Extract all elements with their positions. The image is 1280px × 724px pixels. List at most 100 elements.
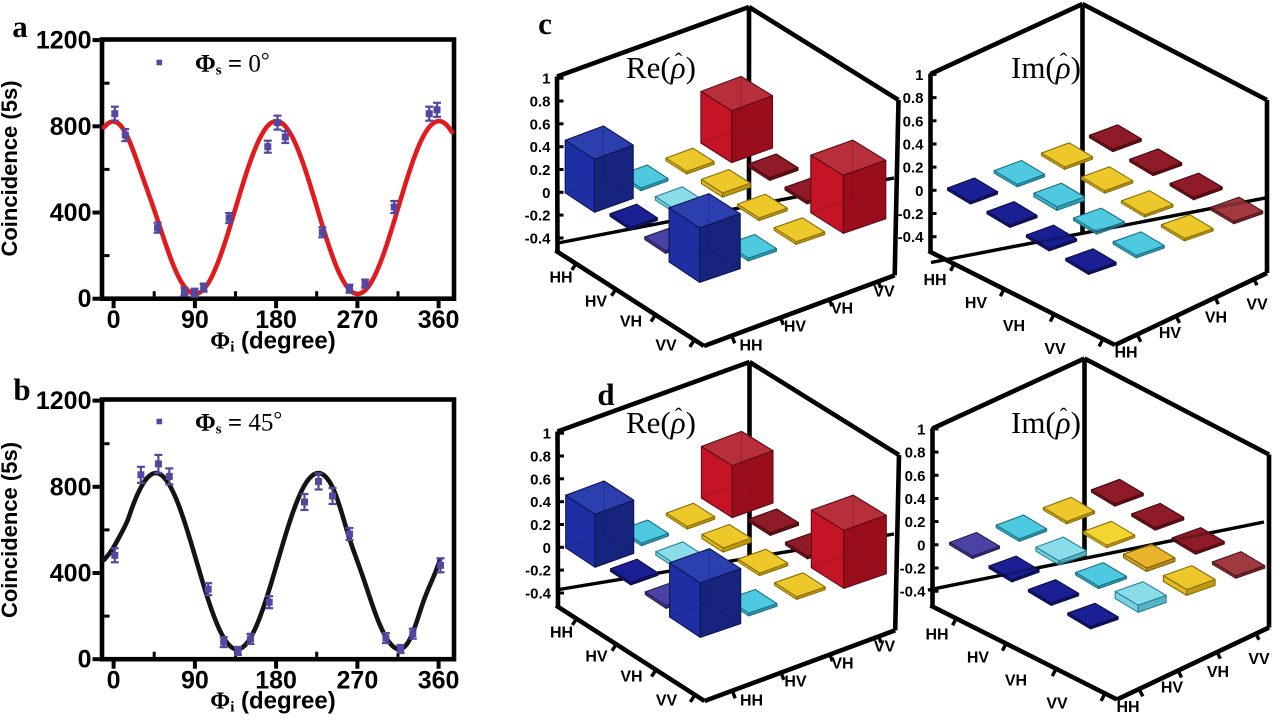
svg-text:0.4: 0.4	[903, 137, 925, 154]
svg-text:1: 1	[917, 421, 925, 438]
svg-text:1: 1	[543, 426, 551, 443]
svg-text:0.6: 0.6	[903, 113, 924, 130]
svg-text:Re(ρ): Re(ρ)	[626, 405, 696, 440]
svg-text:Re(ρ): Re(ρ)	[626, 50, 696, 85]
svg-text:Im(ρ): Im(ρ)	[1011, 50, 1081, 85]
svg-text:VH: VH	[831, 301, 853, 318]
svg-text:180: 180	[255, 306, 297, 334]
svg-text:Coincidence (5s): Coincidence (5s)	[0, 442, 22, 618]
svg-text:VV: VV	[874, 639, 896, 656]
svg-text:ˆ: ˆ	[1060, 403, 1068, 428]
svg-text:0: 0	[542, 185, 550, 202]
svg-text:ˆ: ˆ	[675, 403, 683, 428]
svg-text:0: 0	[78, 646, 92, 674]
svg-text:HV: HV	[585, 294, 608, 311]
svg-text:0.2: 0.2	[530, 517, 551, 534]
svg-text:0.6: 0.6	[905, 468, 926, 485]
svg-text:ˆ: ˆ	[1060, 48, 1068, 73]
svg-text:-0.2: -0.2	[900, 561, 926, 578]
svg-text:0: 0	[917, 537, 925, 554]
svg-text:0.4: 0.4	[530, 494, 552, 511]
svg-text:HH: HH	[923, 272, 946, 289]
svg-text:-0.4: -0.4	[525, 586, 552, 603]
svg-text:Φs = 0°: Φs = 0°	[195, 48, 270, 79]
svg-text:HV: HV	[965, 295, 988, 312]
svg-text:VH: VH	[1003, 318, 1025, 335]
svg-text:0: 0	[107, 306, 121, 334]
svg-text:ˆ: ˆ	[675, 48, 683, 73]
svg-text:180: 180	[255, 667, 297, 695]
svg-text:0.2: 0.2	[905, 514, 926, 531]
svg-text:0.8: 0.8	[903, 90, 924, 107]
svg-text:VH: VH	[1005, 673, 1027, 690]
svg-text:90: 90	[181, 667, 209, 695]
svg-text:VV: VV	[656, 693, 678, 710]
svg-text:360: 360	[418, 667, 460, 695]
svg-text:270: 270	[337, 667, 379, 695]
svg-text:Im(ρ): Im(ρ)	[1011, 405, 1081, 440]
svg-text:VV: VV	[1044, 341, 1066, 358]
svg-text:0.6: 0.6	[530, 471, 551, 488]
svg-text:-0.4: -0.4	[900, 584, 927, 601]
svg-text:800: 800	[50, 113, 92, 141]
svg-text:0.8: 0.8	[530, 94, 551, 111]
svg-text:c: c	[538, 6, 552, 41]
svg-text:400: 400	[50, 560, 92, 588]
svg-text:-0.2: -0.2	[898, 206, 924, 223]
svg-text:VH: VH	[831, 656, 853, 673]
svg-text:1200: 1200	[36, 27, 92, 55]
svg-text:0.8: 0.8	[905, 445, 926, 462]
svg-text:HH: HH	[550, 625, 573, 642]
svg-text:90: 90	[181, 306, 209, 334]
svg-text:VH: VH	[1207, 664, 1229, 681]
svg-text:HV: HV	[967, 650, 990, 667]
svg-text:HV: HV	[1161, 680, 1184, 697]
svg-text:VH: VH	[620, 314, 642, 331]
svg-text:0.6: 0.6	[530, 116, 551, 133]
svg-text:400: 400	[50, 199, 92, 227]
svg-text:0: 0	[107, 667, 121, 695]
svg-text:0.8: 0.8	[530, 449, 551, 466]
svg-text:VV: VV	[1248, 651, 1270, 668]
svg-text:0.4: 0.4	[530, 139, 552, 156]
svg-text:Φi (degree): Φi (degree)	[210, 688, 335, 716]
svg-text:HH: HH	[1114, 345, 1137, 362]
svg-text:VV: VV	[873, 284, 895, 301]
svg-text:-0.4: -0.4	[898, 229, 925, 246]
svg-text:VH: VH	[620, 669, 642, 686]
svg-text:HV: HV	[784, 319, 807, 336]
svg-text:800: 800	[50, 473, 92, 501]
svg-text:HH: HH	[549, 270, 572, 287]
svg-text:1: 1	[542, 71, 550, 88]
svg-text:HV: HV	[784, 674, 807, 691]
svg-text:Coincidence (5s): Coincidence (5s)	[0, 80, 22, 256]
svg-text:HV: HV	[585, 649, 608, 666]
svg-text:b: b	[13, 372, 30, 407]
svg-text:d: d	[597, 377, 614, 412]
svg-text:270: 270	[337, 306, 379, 334]
svg-text:-0.2: -0.2	[525, 208, 551, 225]
svg-text:0.2: 0.2	[530, 162, 551, 179]
svg-text:360: 360	[418, 306, 460, 334]
svg-text:HH: HH	[925, 627, 948, 644]
svg-text:VV: VV	[1246, 297, 1268, 314]
svg-text:Φs = 45°: Φs = 45°	[195, 407, 282, 438]
svg-text:0: 0	[543, 540, 551, 557]
svg-text:a: a	[12, 9, 28, 44]
svg-text:0.2: 0.2	[903, 160, 924, 177]
svg-text:0: 0	[915, 183, 923, 200]
svg-text:0.4: 0.4	[905, 491, 927, 508]
svg-text:HH: HH	[740, 693, 763, 710]
svg-text:-0.2: -0.2	[525, 563, 551, 580]
svg-text:HH: HH	[739, 338, 762, 355]
svg-text:HV: HV	[1159, 325, 1182, 342]
svg-text:-0.4: -0.4	[525, 231, 552, 248]
svg-text:VV: VV	[1046, 696, 1068, 713]
svg-text:1200: 1200	[36, 387, 92, 415]
svg-text:VH: VH	[1205, 310, 1227, 327]
svg-text:0: 0	[78, 285, 92, 313]
svg-text:Φi (degree): Φi (degree)	[210, 328, 335, 356]
svg-text:HH: HH	[1116, 699, 1139, 716]
svg-text:1: 1	[915, 67, 923, 84]
svg-text:VV: VV	[655, 338, 677, 355]
